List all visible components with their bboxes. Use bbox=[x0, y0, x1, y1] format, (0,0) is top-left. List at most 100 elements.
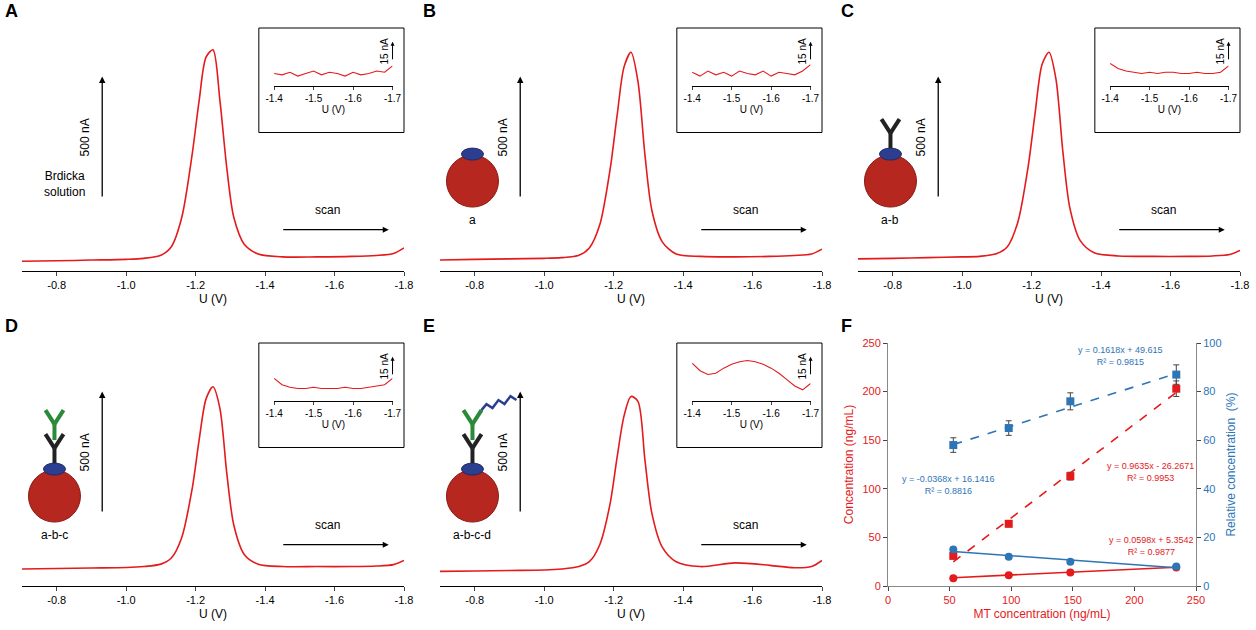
svg-text:20: 20 bbox=[1203, 531, 1215, 543]
svg-text:U (V): U (V) bbox=[322, 419, 345, 430]
svg-text:U (V): U (V) bbox=[199, 292, 227, 306]
svg-text:-1.7: -1.7 bbox=[1220, 93, 1238, 104]
svg-text:-1.8: -1.8 bbox=[1231, 279, 1250, 291]
svg-text:Relative concentration (%): Relative concentration (%) bbox=[1224, 392, 1238, 536]
svg-text:F: F bbox=[841, 316, 852, 336]
svg-text:-1.4: -1.4 bbox=[1092, 279, 1111, 291]
svg-text:-0.8: -0.8 bbox=[47, 279, 66, 291]
svg-text:-1.8: -1.8 bbox=[395, 594, 414, 606]
svg-text:Brdickasolution: Brdickasolution bbox=[44, 169, 85, 199]
svg-text:15 nA: 15 nA bbox=[379, 38, 390, 64]
svg-text:-1.6: -1.6 bbox=[344, 408, 362, 419]
svg-text:-1.6: -1.6 bbox=[1180, 93, 1198, 104]
svg-text:-1.7: -1.7 bbox=[384, 93, 402, 104]
svg-text:U (V): U (V) bbox=[322, 104, 345, 115]
svg-text:a: a bbox=[469, 213, 476, 227]
svg-text:D: D bbox=[5, 316, 18, 336]
svg-text:y = 0.1618x + 49.615R² = 0.981: y = 0.1618x + 49.615R² = 0.9815 bbox=[1078, 345, 1163, 367]
svg-text:scan: scan bbox=[733, 203, 758, 217]
svg-text:500 nA: 500 nA bbox=[78, 433, 92, 471]
svg-text:-1.6: -1.6 bbox=[325, 279, 344, 291]
svg-text:60: 60 bbox=[1203, 434, 1215, 446]
svg-text:-1.6: -1.6 bbox=[743, 594, 762, 606]
svg-text:0: 0 bbox=[885, 594, 891, 606]
svg-text:0: 0 bbox=[1203, 580, 1209, 592]
svg-text:-1.0: -1.0 bbox=[117, 594, 136, 606]
svg-text:250: 250 bbox=[862, 337, 880, 349]
svg-text:-1.6: -1.6 bbox=[743, 279, 762, 291]
svg-text:-1.4: -1.4 bbox=[684, 408, 702, 419]
svg-text:-1.2: -1.2 bbox=[604, 594, 623, 606]
svg-text:y = 0.9635x - 26.2671R² = 0.99: y = 0.9635x - 26.2671R² = 0.9953 bbox=[1107, 461, 1194, 483]
svg-text:200: 200 bbox=[862, 385, 880, 397]
svg-text:-1.8: -1.8 bbox=[813, 594, 832, 606]
svg-text:A: A bbox=[5, 1, 18, 21]
svg-text:-1.7: -1.7 bbox=[802, 408, 820, 419]
svg-text:-0.8: -0.8 bbox=[47, 594, 66, 606]
svg-text:-1.2: -1.2 bbox=[604, 279, 623, 291]
svg-text:-1.4: -1.4 bbox=[674, 594, 693, 606]
svg-text:-1.4: -1.4 bbox=[684, 93, 702, 104]
svg-text:100: 100 bbox=[1203, 337, 1221, 349]
svg-text:80: 80 bbox=[1203, 385, 1215, 397]
svg-text:Concentration (ng/mL): Concentration (ng/mL) bbox=[842, 405, 856, 524]
svg-text:-1.7: -1.7 bbox=[384, 408, 402, 419]
svg-text:-1.5: -1.5 bbox=[1141, 93, 1159, 104]
svg-text:-0.8: -0.8 bbox=[465, 279, 484, 291]
svg-text:U (V): U (V) bbox=[617, 292, 645, 306]
svg-text:-1.2: -1.2 bbox=[186, 594, 205, 606]
svg-text:-1.4: -1.4 bbox=[256, 594, 275, 606]
svg-text:-1.2: -1.2 bbox=[186, 279, 205, 291]
svg-text:-1.5: -1.5 bbox=[723, 408, 741, 419]
svg-text:-1.6: -1.6 bbox=[762, 408, 780, 419]
svg-text:B: B bbox=[423, 1, 436, 21]
svg-text:-1.2: -1.2 bbox=[1022, 279, 1041, 291]
svg-text:150: 150 bbox=[1064, 594, 1082, 606]
svg-text:40: 40 bbox=[1203, 483, 1215, 495]
svg-text:-1.0: -1.0 bbox=[953, 279, 972, 291]
svg-text:200: 200 bbox=[1125, 594, 1143, 606]
svg-text:scan: scan bbox=[1151, 203, 1176, 217]
svg-text:-1.5: -1.5 bbox=[305, 93, 323, 104]
svg-text:scan: scan bbox=[315, 203, 340, 217]
svg-text:50: 50 bbox=[869, 531, 881, 543]
svg-text:500 nA: 500 nA bbox=[78, 118, 92, 156]
svg-text:50: 50 bbox=[943, 594, 955, 606]
svg-text:15 nA: 15 nA bbox=[379, 353, 390, 379]
svg-text:U (V): U (V) bbox=[740, 104, 763, 115]
svg-text:-1.6: -1.6 bbox=[325, 594, 344, 606]
svg-text:-1.5: -1.5 bbox=[305, 408, 323, 419]
svg-text:U (V): U (V) bbox=[199, 607, 227, 621]
svg-text:-1.4: -1.4 bbox=[1102, 93, 1120, 104]
svg-text:-1.8: -1.8 bbox=[395, 279, 414, 291]
svg-text:100: 100 bbox=[1002, 594, 1020, 606]
svg-text:15 nA: 15 nA bbox=[1215, 38, 1226, 64]
svg-text:scan: scan bbox=[733, 518, 758, 532]
svg-text:500 nA: 500 nA bbox=[914, 118, 928, 156]
svg-text:-1.4: -1.4 bbox=[266, 408, 284, 419]
svg-text:15 nA: 15 nA bbox=[797, 38, 808, 64]
svg-text:250: 250 bbox=[1187, 594, 1205, 606]
svg-text:-1.6: -1.6 bbox=[344, 93, 362, 104]
svg-text:-1.4: -1.4 bbox=[256, 279, 275, 291]
svg-text:-1.0: -1.0 bbox=[535, 594, 554, 606]
svg-text:-1.0: -1.0 bbox=[117, 279, 136, 291]
svg-text:y = 0.0598x + 5.3542R² = 0.987: y = 0.0598x + 5.3542R² = 0.9877 bbox=[1109, 535, 1194, 557]
svg-text:U (V): U (V) bbox=[740, 419, 763, 430]
svg-text:-1.8: -1.8 bbox=[813, 279, 832, 291]
svg-text:500 nA: 500 nA bbox=[496, 433, 510, 471]
svg-text:150: 150 bbox=[862, 434, 880, 446]
svg-text:MT concentration (ng/mL): MT concentration (ng/mL) bbox=[973, 607, 1110, 621]
svg-text:15 nA: 15 nA bbox=[797, 353, 808, 379]
svg-text:-1.6: -1.6 bbox=[1161, 279, 1180, 291]
svg-text:-1.7: -1.7 bbox=[802, 93, 820, 104]
svg-text:U (V): U (V) bbox=[1035, 292, 1063, 306]
svg-text:-1.4: -1.4 bbox=[674, 279, 693, 291]
svg-text:U (V): U (V) bbox=[617, 607, 645, 621]
svg-text:-1.0: -1.0 bbox=[535, 279, 554, 291]
svg-text:a-b-c-d: a-b-c-d bbox=[453, 528, 491, 542]
svg-text:500 nA: 500 nA bbox=[496, 118, 510, 156]
svg-text:C: C bbox=[841, 1, 854, 21]
svg-text:-1.6: -1.6 bbox=[762, 93, 780, 104]
svg-text:-0.8: -0.8 bbox=[883, 279, 902, 291]
